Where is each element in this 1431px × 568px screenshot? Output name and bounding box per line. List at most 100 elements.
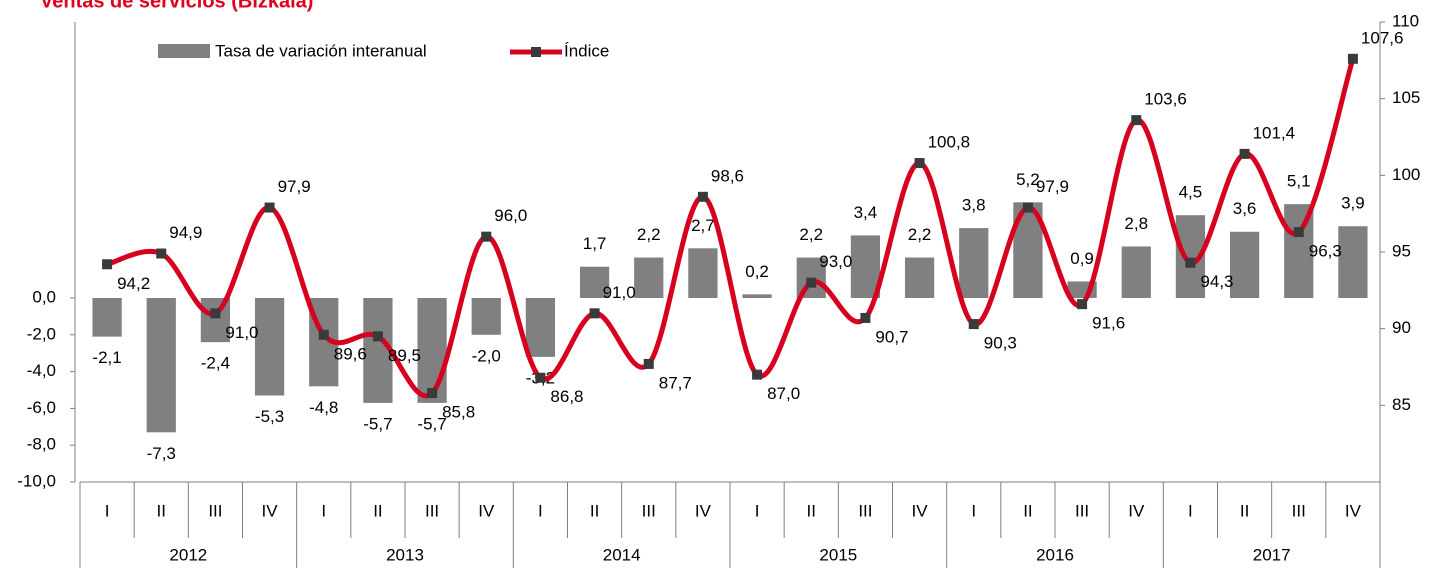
y-tick-label: -4,0 [27, 361, 56, 380]
line-label: 89,6 [334, 344, 367, 363]
line-label: 90,7 [875, 327, 908, 346]
bar [1121, 246, 1151, 298]
line-marker [210, 308, 221, 319]
y-tick-label: -8,0 [27, 435, 56, 454]
x-tick-label: IV [695, 501, 712, 520]
bar [525, 298, 556, 357]
line-label: 107,6 [1361, 28, 1404, 47]
line-marker [1185, 257, 1196, 268]
x-tick-label: III [208, 501, 222, 520]
x-tick-label: IV [1345, 501, 1362, 520]
line-label: 91,6 [1092, 314, 1125, 333]
line-marker [752, 369, 763, 380]
x-group-label: 2015 [819, 545, 857, 564]
line-label: 97,9 [1036, 177, 1069, 196]
line-marker [535, 372, 546, 383]
legend-swatch [158, 44, 210, 58]
x-tick-label: I [538, 501, 543, 520]
x-tick-label: IV [1128, 501, 1145, 520]
y2-tick-label: 90 [1392, 318, 1411, 337]
line-marker [1293, 227, 1304, 238]
x-tick-label: III [1075, 501, 1089, 520]
line-marker [1347, 53, 1358, 64]
bar-label: 4,5 [1179, 183, 1203, 202]
line-label: 91,0 [603, 283, 636, 302]
line-label: 103,6 [1144, 90, 1187, 109]
bar-label: 3,9 [1341, 194, 1365, 213]
line-marker [318, 329, 329, 340]
x-tick-label: II [157, 501, 166, 520]
chart-title: Ventas de servicios (Bizkaia) [40, 0, 313, 12]
y-tick-label: -2,0 [27, 324, 56, 343]
y2-tick-label: 85 [1392, 395, 1411, 414]
x-tick-label: II [1240, 501, 1249, 520]
line-label: 85,8 [442, 403, 475, 422]
bar-label: -4,8 [309, 398, 338, 417]
bar-label: -5,7 [363, 414, 392, 433]
x-tick-label: I [321, 501, 326, 520]
bar-label: 3,6 [1233, 199, 1257, 218]
legend-label: Tasa de variación interanual [215, 41, 427, 60]
bar [904, 257, 935, 298]
line-marker [1022, 202, 1033, 213]
line-label: 94,2 [117, 274, 150, 293]
bar-label: 5,1 [1287, 172, 1311, 191]
bar-label: -2,4 [201, 354, 230, 373]
x-tick-label: III [642, 501, 656, 520]
x-tick-label: II [590, 501, 599, 520]
line-label: 87,7 [659, 373, 692, 392]
x-tick-label: III [858, 501, 872, 520]
y2-tick-label: 110 [1392, 11, 1419, 30]
line-marker [914, 158, 925, 169]
bar [471, 298, 501, 335]
index-line [106, 58, 1356, 399]
line-label: 96,3 [1309, 242, 1342, 261]
line-label: 97,9 [278, 177, 311, 196]
line-marker [372, 331, 383, 342]
line-label: 93,0 [819, 252, 852, 271]
line-marker [102, 259, 113, 270]
bar-label: 3,4 [854, 203, 878, 222]
bar-label: 3,8 [962, 196, 986, 215]
line-label: 87,0 [767, 384, 800, 403]
bar-label: 0,2 [745, 262, 769, 281]
x-tick-label: II [1023, 501, 1032, 520]
bar [1338, 226, 1368, 298]
line-label: 94,9 [169, 223, 202, 242]
x-tick-label: II [807, 501, 816, 520]
bar-label: -5,3 [255, 407, 284, 426]
bar [146, 298, 176, 433]
y-tick-label: -10,0 [17, 471, 56, 490]
y-tick-label: 0,0 [32, 287, 56, 306]
x-tick-label: IV [478, 501, 495, 520]
line-marker [427, 388, 438, 399]
bar-label: 2,2 [908, 225, 932, 244]
line-marker [860, 312, 871, 323]
bar [1229, 231, 1260, 298]
y2-tick-label: 95 [1392, 241, 1411, 260]
bar [634, 257, 664, 298]
line-label: 91,0 [225, 323, 258, 342]
bar [742, 294, 772, 298]
bar [363, 298, 393, 403]
x-tick-label: III [425, 501, 439, 520]
y2-tick-label: 100 [1392, 165, 1420, 184]
x-tick-label: II [373, 501, 382, 520]
x-group-label: 2017 [1253, 545, 1291, 564]
bar-label: 5,2 [1016, 170, 1040, 189]
line-marker [697, 191, 708, 202]
line-marker [643, 358, 654, 369]
bar [579, 266, 610, 298]
x-group-label: 2016 [1036, 545, 1074, 564]
bar [688, 248, 718, 298]
bar-label: 0,9 [1070, 249, 1094, 268]
line-label: 96,0 [494, 206, 527, 225]
bar [417, 298, 447, 403]
bar-label: -2,0 [472, 346, 501, 365]
bar-label: -5,7 [417, 414, 446, 433]
line-marker [1077, 299, 1088, 310]
line-marker [481, 231, 492, 242]
x-group-label: 2013 [386, 545, 424, 564]
y2-tick-label: 105 [1392, 88, 1420, 107]
